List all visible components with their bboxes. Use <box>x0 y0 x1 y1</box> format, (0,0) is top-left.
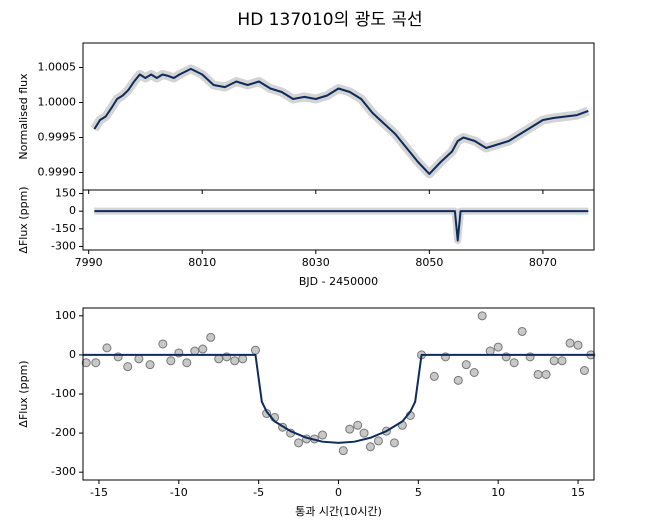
point <box>573 340 583 350</box>
point <box>190 346 200 356</box>
x-tick-label: 5 <box>415 486 422 499</box>
y-tick-label: 0.9995 <box>38 131 77 144</box>
point <box>469 368 479 377</box>
y-tick-label: 1.0005 <box>38 61 77 74</box>
point <box>509 358 519 368</box>
x-axis-label: 통과 시간(10시간) <box>295 505 382 518</box>
flux-band <box>90 64 590 179</box>
point <box>134 354 144 364</box>
line <box>94 210 589 242</box>
point <box>373 436 383 446</box>
y-tick-label: 100 <box>55 309 76 322</box>
point <box>91 358 101 368</box>
x-tick-label: -15 <box>90 486 108 499</box>
x-tick-label: -5 <box>253 486 264 499</box>
y-tick-label: 1.0000 <box>38 96 77 109</box>
point <box>123 362 133 372</box>
x-tick-label: 8010 <box>188 256 216 269</box>
point <box>182 358 192 368</box>
point <box>81 358 91 368</box>
point <box>318 430 328 440</box>
point <box>166 356 176 366</box>
point <box>389 438 399 448</box>
y-axis-label: ΔFlux (ppm) <box>17 360 30 427</box>
x-tick-label: 8050 <box>415 256 443 269</box>
y-tick-label: 0 <box>69 348 76 361</box>
line <box>93 67 589 175</box>
x-tick-label: 7990 <box>75 256 103 269</box>
point <box>158 339 168 349</box>
x-tick-label: 8030 <box>302 256 330 269</box>
y-axis-label: ΔFlux (ppm) <box>17 186 30 253</box>
point <box>230 356 240 366</box>
plot-frame <box>82 307 595 481</box>
y-tick-label: 0.9990 <box>38 166 77 179</box>
x-tick-label: 15 <box>571 486 585 499</box>
point <box>353 420 363 430</box>
point <box>365 442 375 452</box>
point <box>485 346 495 356</box>
y-tick-label: -200 <box>51 426 76 439</box>
point <box>345 424 355 434</box>
point <box>359 428 369 438</box>
x-tick-label: 10 <box>491 486 505 499</box>
y-tick-label: -300 <box>51 465 76 478</box>
point <box>477 311 487 321</box>
plot-frame <box>82 189 595 251</box>
point <box>541 369 551 379</box>
point <box>198 344 208 354</box>
chart-title: HD 137010의 광도 곡선 <box>237 10 422 30</box>
point <box>429 371 439 381</box>
point <box>250 345 260 355</box>
y-tick-label: 150 <box>55 187 76 200</box>
plot-frame <box>82 42 595 191</box>
point <box>493 342 503 352</box>
point <box>338 446 348 456</box>
point <box>102 343 112 353</box>
x-tick-label: 8070 <box>529 256 557 269</box>
y-tick-label: 0 <box>69 204 76 217</box>
y-tick-label: -100 <box>51 387 76 400</box>
point <box>533 369 543 379</box>
point <box>549 356 559 366</box>
point <box>145 360 155 370</box>
y-tick-label: -150 <box>51 222 76 235</box>
point <box>238 354 248 364</box>
point <box>214 354 224 364</box>
point <box>565 338 575 348</box>
point <box>557 356 567 366</box>
point <box>294 438 304 448</box>
point <box>517 326 527 336</box>
line <box>83 353 594 444</box>
x-tick-label: -10 <box>170 486 188 499</box>
y-axis-label: Normalised flux <box>17 73 30 160</box>
point <box>461 360 471 370</box>
x-axis-label: BJD - 2450000 <box>299 275 378 288</box>
x-tick-label: 0 <box>335 486 342 499</box>
point <box>453 375 463 385</box>
y-tick-label: -300 <box>51 239 76 252</box>
point <box>206 332 216 342</box>
flux-band <box>94 207 589 245</box>
point <box>579 366 589 376</box>
